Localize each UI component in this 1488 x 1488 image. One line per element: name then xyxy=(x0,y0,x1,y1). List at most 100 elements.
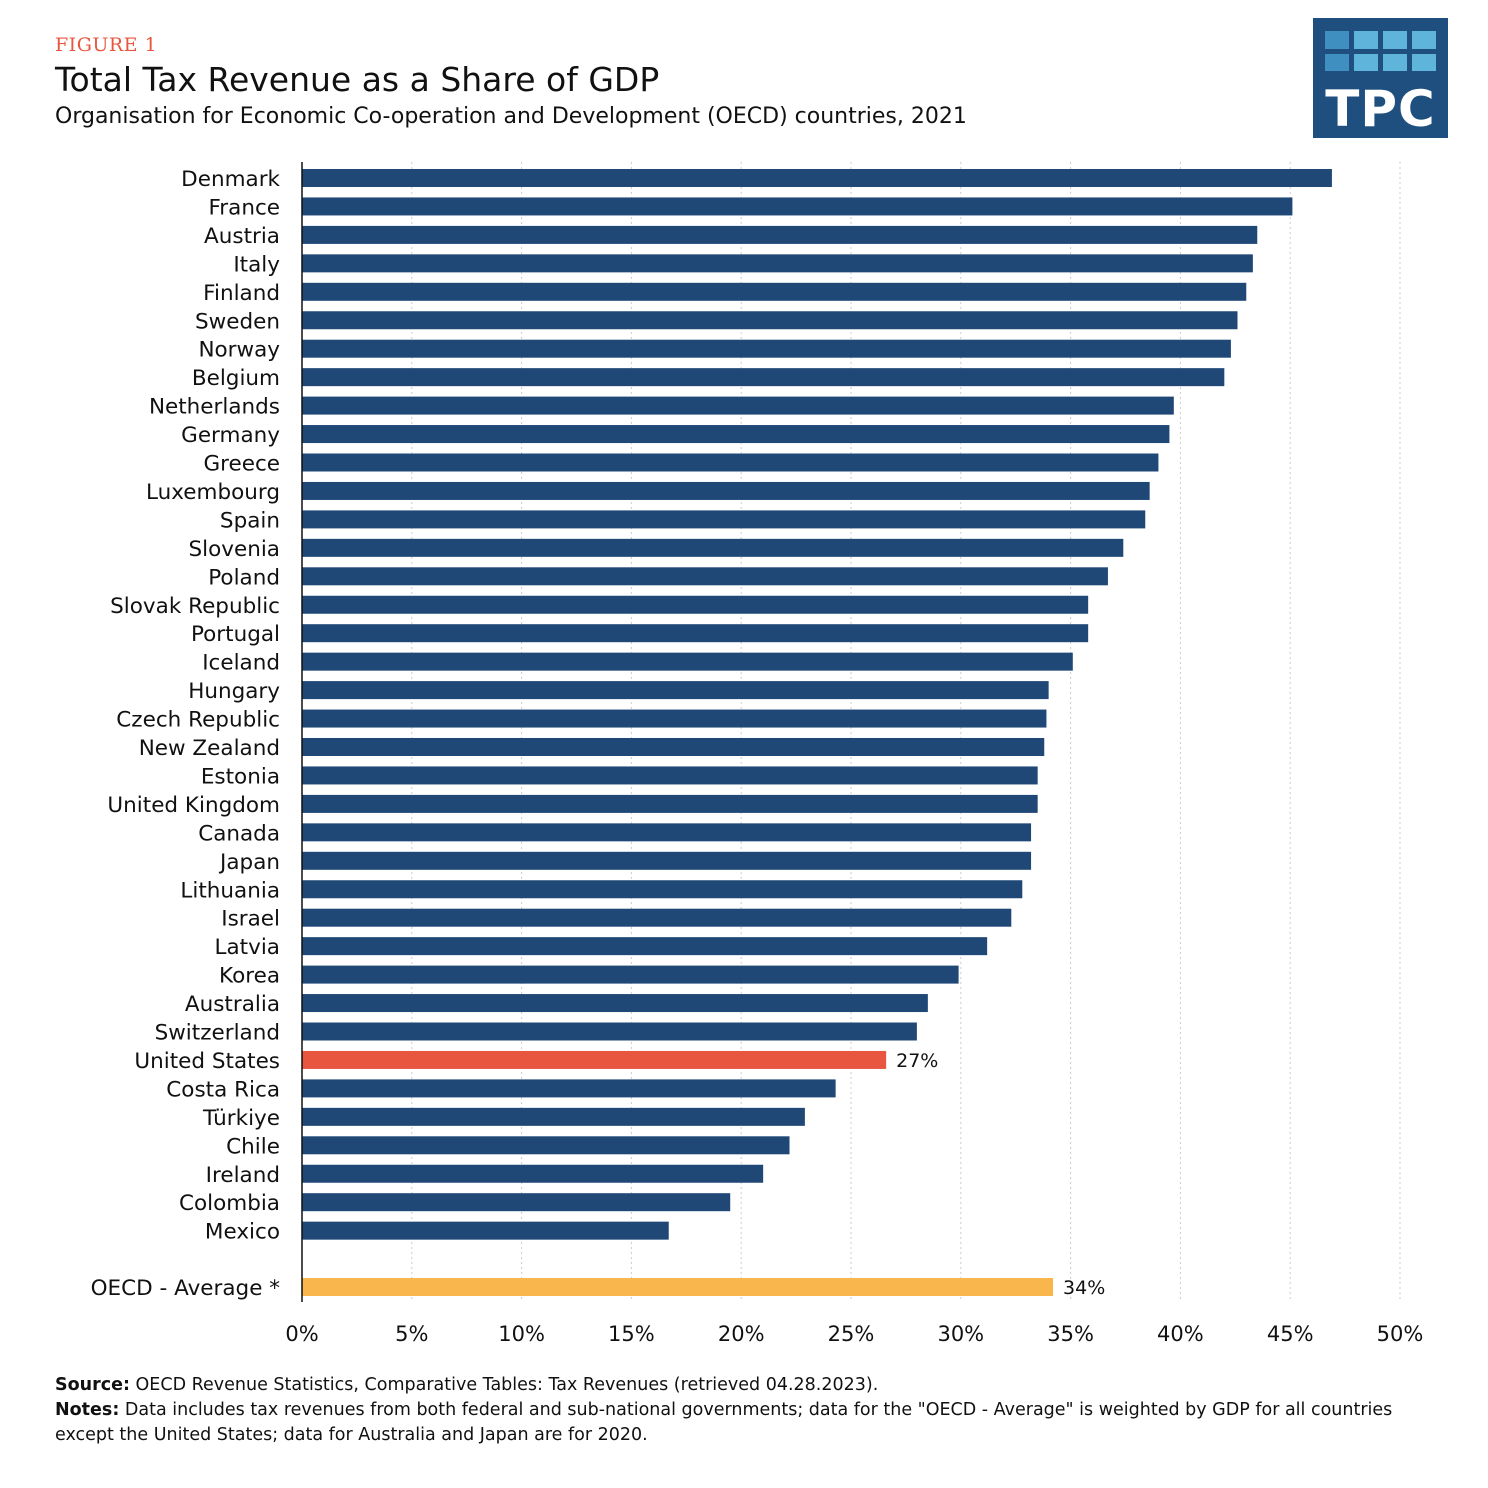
category-label: Belgium xyxy=(192,366,280,391)
bar xyxy=(302,1136,790,1155)
bar xyxy=(302,254,1253,273)
chart-title: Total Tax Revenue as a Share of GDP xyxy=(55,60,660,99)
x-tick-label: 10% xyxy=(498,1322,545,1346)
category-label: Lithuania xyxy=(180,878,280,903)
bar xyxy=(302,425,1170,444)
category-label: Sweden xyxy=(195,309,280,334)
category-label: New Zealand xyxy=(139,736,280,761)
bar xyxy=(302,481,1150,500)
category-label: Portugal xyxy=(191,622,280,647)
category-label: Italy xyxy=(233,252,280,277)
bar xyxy=(302,766,1038,785)
logo-text: TPC xyxy=(1325,80,1436,138)
category-label: Poland xyxy=(208,565,280,590)
bar xyxy=(302,197,1293,216)
bar xyxy=(302,169,1332,187)
x-tick-label: 35% xyxy=(1047,1322,1094,1346)
category-label: Australia xyxy=(185,992,280,1017)
category-label: Finland xyxy=(203,281,280,306)
category-label: Colombia xyxy=(179,1191,280,1216)
category-label: Germany xyxy=(181,423,280,448)
chart-notes: Source: OECD Revenue Statistics, Compara… xyxy=(55,1373,1435,1448)
category-label: Türkiye xyxy=(202,1106,280,1131)
bar-chart: 0% 5% 10% 15% 20% 25% 30% 35% 40% 45% 50% Denmark Fr… xyxy=(91,162,1424,1346)
category-label: Czech Republic xyxy=(116,708,280,733)
category-label: Spain xyxy=(220,508,280,533)
bar xyxy=(302,681,1049,700)
average-data-label: 34% xyxy=(1063,1277,1105,1299)
category-label: United States xyxy=(134,1049,280,1074)
bar xyxy=(302,994,928,1013)
bar xyxy=(302,311,1238,330)
bar xyxy=(302,965,959,984)
bar xyxy=(302,1022,917,1041)
category-label: Netherlands xyxy=(149,395,280,420)
x-tick-label: 30% xyxy=(937,1322,984,1346)
category-label: Greece xyxy=(203,452,280,477)
source-text: OECD Revenue Statistics, Comparative Tab… xyxy=(129,1375,879,1395)
bar xyxy=(302,880,1023,899)
x-tick-label: 25% xyxy=(828,1322,875,1346)
category-label: Norway xyxy=(198,338,280,363)
bar xyxy=(302,567,1108,586)
bar xyxy=(302,624,1089,643)
source-label: Source: xyxy=(55,1375,130,1395)
bar-average xyxy=(302,1278,1054,1296)
x-tick-label: 40% xyxy=(1157,1322,1204,1346)
category-label: Mexico xyxy=(205,1220,280,1245)
category-label: Korea xyxy=(219,964,280,989)
bar xyxy=(302,851,1032,870)
category-label: Austria xyxy=(204,224,280,249)
category-label: Luxembourg xyxy=(146,480,280,505)
category-label: Ireland xyxy=(206,1163,280,1188)
x-tick-label: 0% xyxy=(285,1322,318,1346)
category-label: United Kingdom xyxy=(107,793,280,818)
category-label: Israel xyxy=(221,907,280,932)
category-label: Slovenia xyxy=(188,537,280,562)
bar xyxy=(302,1079,836,1098)
category-label: Canada xyxy=(198,821,280,846)
bar xyxy=(302,1107,805,1126)
bar xyxy=(302,738,1045,756)
bar xyxy=(302,510,1146,529)
category-label: Estonia xyxy=(201,764,280,789)
average-label: OECD - Average * xyxy=(91,1276,281,1301)
x-tick-label: 50% xyxy=(1377,1322,1424,1346)
x-tick-label: 15% xyxy=(608,1322,655,1346)
logo-grid-icon xyxy=(1325,31,1436,71)
category-label: Japan xyxy=(218,850,280,875)
notes-text: Data includes tax revenues from both fed… xyxy=(55,1400,1393,1445)
bar xyxy=(302,368,1225,387)
bar xyxy=(302,396,1174,415)
bar-highlight xyxy=(302,1050,887,1069)
bar xyxy=(302,225,1258,244)
chart-subtitle: Organisation for Economic Co-operation a… xyxy=(55,104,967,129)
bar xyxy=(302,339,1231,358)
bar xyxy=(302,1164,764,1183)
bar xyxy=(302,453,1159,472)
data-label: 27% xyxy=(896,1050,938,1072)
bar xyxy=(302,595,1089,614)
bar xyxy=(302,908,1012,927)
bar xyxy=(302,1221,669,1240)
x-tick-label: 20% xyxy=(718,1322,765,1346)
bar xyxy=(302,1193,731,1212)
source-line: Source: OECD Revenue Statistics, Compara… xyxy=(55,1373,1435,1398)
tpc-logo: TPC xyxy=(1313,18,1448,138)
bar xyxy=(302,794,1038,813)
bar xyxy=(302,538,1124,557)
bar xyxy=(302,709,1047,728)
category-label: Hungary xyxy=(188,679,280,704)
category-label: Switzerland xyxy=(155,1021,280,1046)
notes-line: Notes: Data includes tax revenues from b… xyxy=(55,1398,1435,1448)
category-label: Denmark xyxy=(181,167,280,192)
category-label: Latvia xyxy=(215,935,280,960)
bar xyxy=(302,282,1247,301)
x-tick-label: 5% xyxy=(395,1322,428,1346)
x-tick-label: 45% xyxy=(1267,1322,1314,1346)
bar xyxy=(302,652,1073,671)
bar xyxy=(302,823,1032,842)
bar xyxy=(302,937,988,956)
category-label: Slovak Republic xyxy=(110,594,280,619)
figure-label: FIGURE 1 xyxy=(55,34,158,56)
